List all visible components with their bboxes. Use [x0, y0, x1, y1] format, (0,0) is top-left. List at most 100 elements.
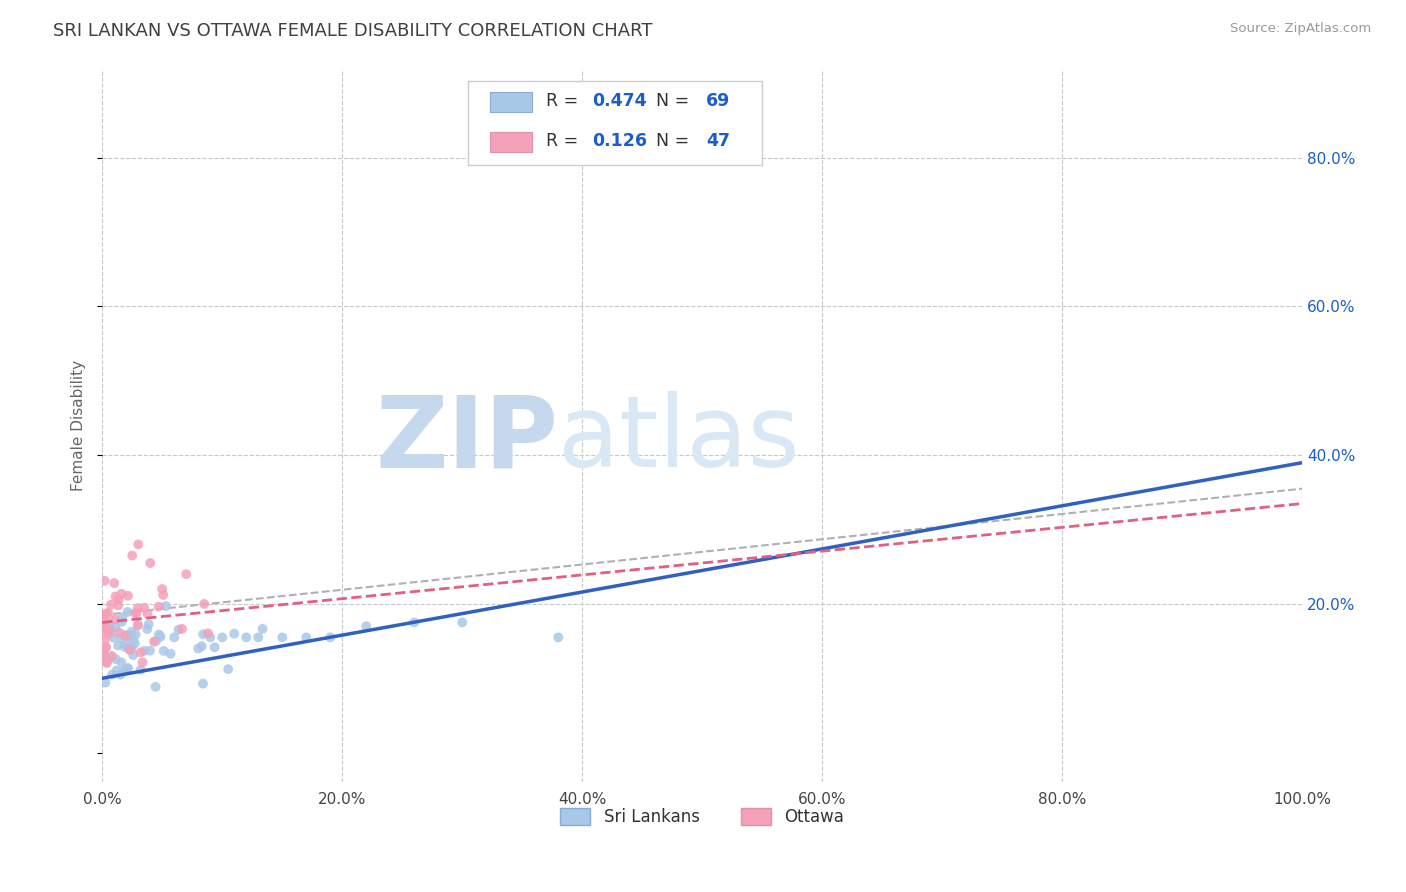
Point	[94, 649, 117, 664]
Point	[150, 582, 173, 596]
Point	[152, 588, 174, 602]
Point	[122, 632, 145, 647]
Point	[93, 643, 115, 657]
Point	[93, 574, 115, 588]
Point	[134, 644, 156, 658]
Text: 69: 69	[706, 92, 730, 110]
Point	[93, 619, 115, 633]
Point	[111, 631, 134, 645]
Point	[97, 606, 120, 620]
Text: 47: 47	[706, 132, 730, 150]
Point	[252, 622, 274, 636]
Text: N =: N =	[645, 132, 695, 150]
Point	[93, 654, 115, 668]
Point	[115, 638, 138, 652]
Point	[98, 626, 121, 640]
Point	[200, 631, 222, 645]
Point	[111, 610, 134, 624]
Point	[145, 633, 167, 648]
Point	[117, 589, 139, 603]
Point	[191, 676, 214, 690]
Point	[98, 623, 121, 637]
Point	[117, 605, 139, 619]
Point	[152, 644, 174, 658]
Text: atlas: atlas	[558, 392, 800, 488]
Point	[235, 631, 257, 645]
Point	[127, 618, 149, 632]
Point	[217, 662, 239, 676]
Point	[139, 643, 162, 657]
Point	[110, 656, 132, 670]
Point	[139, 556, 162, 570]
Point	[94, 649, 117, 664]
Point	[122, 648, 145, 662]
Point	[104, 652, 127, 666]
Point	[94, 675, 117, 690]
Point	[124, 636, 146, 650]
Y-axis label: Female Disability: Female Disability	[72, 359, 86, 491]
Point	[107, 599, 129, 613]
Point	[190, 639, 212, 653]
Point	[404, 615, 426, 630]
Text: Source: ZipAtlas.com: Source: ZipAtlas.com	[1230, 22, 1371, 36]
Point	[101, 648, 124, 663]
Point	[104, 590, 127, 604]
FancyBboxPatch shape	[489, 132, 531, 152]
Point	[103, 576, 125, 591]
Point	[114, 663, 136, 677]
Point	[193, 597, 215, 611]
Point	[174, 567, 197, 582]
Point	[118, 642, 141, 657]
Point	[120, 641, 142, 656]
Point	[114, 664, 136, 678]
Point	[204, 640, 226, 655]
Point	[143, 634, 166, 648]
Point	[96, 656, 118, 670]
Point	[117, 661, 139, 675]
Point	[127, 537, 149, 551]
Point	[134, 600, 156, 615]
Point	[127, 601, 149, 615]
Text: 0.126: 0.126	[592, 132, 647, 150]
FancyBboxPatch shape	[489, 92, 531, 112]
Point	[187, 641, 209, 656]
Text: N =: N =	[645, 92, 695, 110]
Point	[115, 629, 138, 643]
Point	[94, 640, 117, 655]
Legend: Sri Lankans, Ottawa: Sri Lankans, Ottawa	[553, 800, 853, 835]
Point	[110, 667, 132, 681]
Point	[108, 625, 131, 640]
Point	[247, 631, 270, 645]
Point	[94, 655, 117, 669]
Point	[170, 622, 193, 636]
Point	[96, 626, 118, 640]
Point	[120, 624, 142, 639]
Point	[319, 631, 342, 645]
Point	[107, 592, 129, 607]
Point	[149, 630, 172, 644]
Point	[114, 628, 136, 642]
Point	[93, 633, 115, 648]
Point	[110, 587, 132, 601]
Point	[104, 620, 127, 634]
Point	[163, 631, 186, 645]
Point	[103, 631, 125, 645]
Point	[136, 607, 159, 621]
Point	[451, 615, 474, 630]
Point	[193, 627, 215, 641]
Point	[127, 618, 149, 632]
Point	[131, 655, 153, 669]
Point	[136, 622, 159, 636]
Point	[120, 628, 142, 642]
Point	[101, 667, 124, 681]
Point	[295, 631, 318, 645]
Point	[96, 607, 118, 621]
Point	[104, 612, 127, 626]
Point	[124, 607, 146, 621]
Text: R =: R =	[547, 92, 583, 110]
Point	[129, 645, 152, 659]
Point	[271, 631, 294, 645]
Point	[105, 664, 128, 678]
Point	[167, 623, 190, 637]
Point	[356, 619, 378, 633]
